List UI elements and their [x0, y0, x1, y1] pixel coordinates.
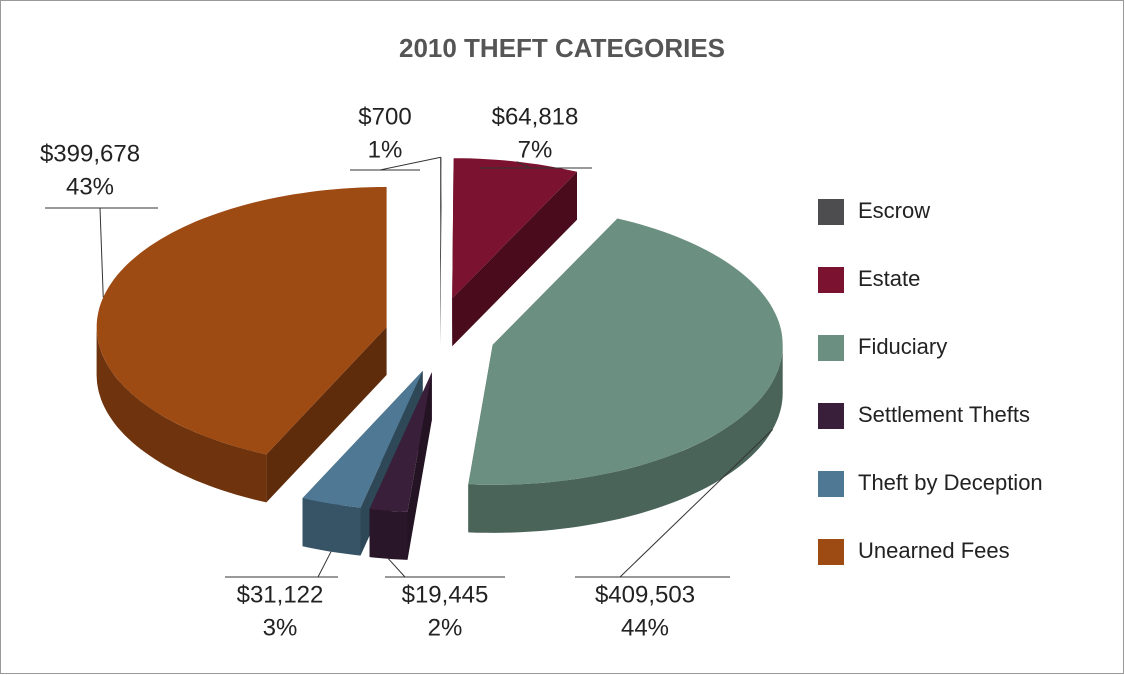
leader-line: [388, 558, 406, 578]
percent-label: 3%: [263, 614, 298, 641]
value-label: $31,122: [237, 581, 324, 608]
value-label: $399,678: [40, 140, 140, 167]
wedge-wall: [468, 344, 783, 533]
leader-line: [317, 551, 332, 578]
value-label: $409,503: [595, 581, 695, 608]
chart-title: 2010 THEFT CATEGORIES: [399, 33, 725, 63]
legend-swatch: [818, 539, 844, 565]
legend-swatch: [818, 335, 844, 361]
legend-swatch: [818, 199, 844, 225]
leader-line: [619, 429, 773, 578]
wedge: [302, 370, 423, 508]
legend-label: Escrow: [858, 198, 930, 223]
legend-swatch: [818, 267, 844, 293]
percent-label: 2%: [428, 614, 463, 641]
legend-swatch: [818, 471, 844, 497]
leader-line: [379, 156, 441, 171]
value-label: $19,445: [402, 581, 489, 608]
legend-label: Fiduciary: [858, 334, 947, 359]
percent-label: 1%: [368, 136, 403, 163]
wedge: [452, 158, 577, 299]
legend-label: Settlement Thefts: [858, 402, 1030, 427]
percent-label: 43%: [66, 173, 114, 200]
leader-line: [516, 161, 531, 169]
wedge-wall: [369, 509, 408, 560]
wedge-side: [452, 171, 577, 347]
value-label: $700: [358, 103, 411, 130]
wedge-side: [266, 327, 387, 503]
legend-label: Unearned Fees: [858, 538, 1010, 563]
wedge: [96, 187, 387, 455]
percent-label: 7%: [518, 136, 553, 163]
legend-swatch: [818, 403, 844, 429]
legend-label: Estate: [858, 266, 920, 291]
wedge: [369, 372, 432, 512]
leader-line: [99, 207, 104, 298]
wedge-wall: [96, 327, 267, 503]
wedge: [468, 218, 783, 485]
wedge-wall: [302, 498, 361, 556]
wedge-side: [440, 157, 442, 346]
wedge: [440, 157, 442, 298]
percent-label: 44%: [621, 614, 669, 641]
legend-label: Theft by Deception: [858, 470, 1043, 495]
value-label: $64,818: [492, 103, 579, 130]
